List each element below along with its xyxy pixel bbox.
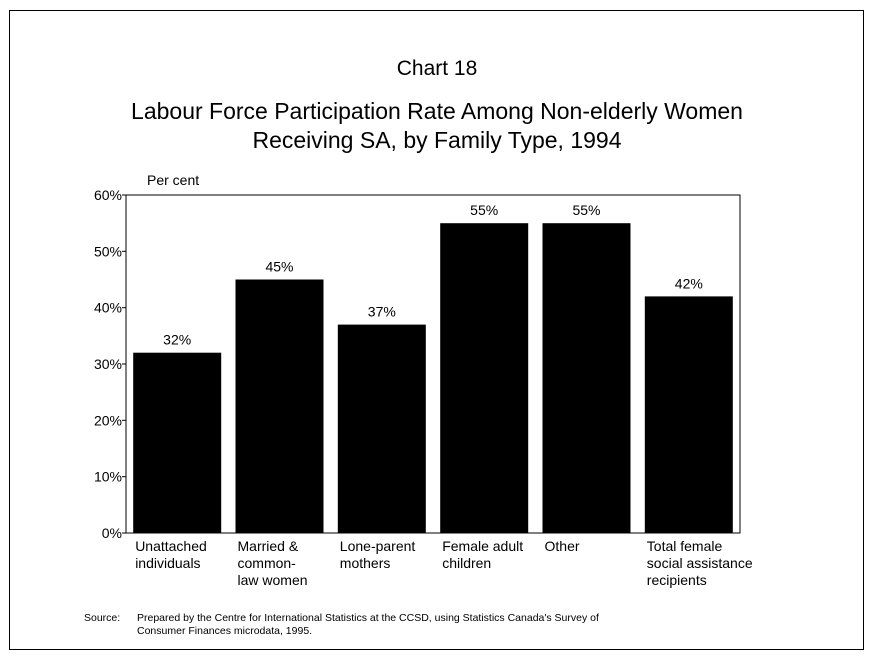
category-label-4-line-0: Other [545, 538, 580, 554]
category-label-5: Total female social assistance recipients [647, 538, 753, 588]
source-text: Prepared by the Centre for International… [137, 612, 777, 638]
y-axis-ticks: 0% 10% 20% 30% 40% 50% 60% [94, 187, 126, 541]
source-line-2: Consumer Finances microdata, 1995. [137, 625, 313, 637]
category-label-4: Other [545, 538, 580, 554]
category-label-1: Married & common-law women [238, 538, 308, 588]
bar-2 [337, 324, 426, 533]
bar-value-labels: 32% 45% 37% 55% 55% 42% [163, 202, 703, 348]
bar-value-label-0: 32% [163, 332, 191, 348]
category-label-2: Lone-parent mothers [340, 538, 416, 571]
bar-value-label-1: 45% [265, 259, 293, 275]
chart-title-line-2: Receiving SA, by Family Type, 1994 [252, 127, 622, 153]
bar-value-label-5: 42% [675, 275, 703, 291]
y-tick-label-5: 50% [94, 243, 122, 259]
y-axis-unit-label: Per cent [147, 172, 200, 188]
y-tick-label-3: 30% [94, 356, 122, 372]
category-label-2-line-1: mothers [340, 555, 391, 571]
bar-4 [542, 223, 631, 533]
bar-value-label-2: 37% [368, 304, 396, 320]
chart-title: Labour Force Participation Rate Among No… [0, 97, 874, 155]
category-label-3-line-1: children [442, 555, 491, 571]
bar-value-label-4: 55% [572, 202, 600, 218]
chart-number: Chart 18 [396, 57, 478, 80]
category-label-0-line-1: individuals [135, 555, 200, 571]
category-label-0-line-0: Unattached [135, 538, 207, 554]
x-axis-category-labels: Unattached individuals Married & common-law… [135, 538, 753, 588]
category-label-5-line-1: social assistance [647, 555, 753, 571]
category-label-1-line-1: common- [238, 555, 297, 571]
source-line-1: Prepared by the Centre for International… [137, 612, 599, 624]
category-label-2-line-0: Lone-parent [340, 538, 416, 554]
bar-value-label-3: 55% [470, 202, 498, 218]
bar-0 [133, 352, 222, 533]
category-label-5-line-0: Total female [647, 538, 723, 554]
y-tick-label-1: 10% [94, 469, 122, 485]
bars-layer [133, 223, 733, 533]
y-tick-label-4: 40% [94, 300, 122, 316]
category-label-1-line-0: Married & [238, 538, 299, 554]
bar-1 [235, 279, 324, 533]
category-label-3: Female adult children [442, 538, 523, 571]
category-label-5-line-2: recipients [647, 572, 707, 588]
source-label: Source: [84, 612, 121, 624]
y-tick-label-2: 20% [94, 412, 122, 428]
category-label-3-line-0: Female adult [442, 538, 523, 554]
category-label-1-line-2: law women [238, 572, 308, 588]
bar-3 [440, 223, 529, 533]
category-label-0: Unattached individuals [135, 538, 207, 571]
chart-title-line-1: Labour Force Participation Rate Among No… [131, 98, 743, 124]
y-tick-label-0: 0% [102, 525, 122, 541]
y-tick-label-6: 60% [94, 187, 122, 203]
bar-5 [644, 296, 733, 533]
